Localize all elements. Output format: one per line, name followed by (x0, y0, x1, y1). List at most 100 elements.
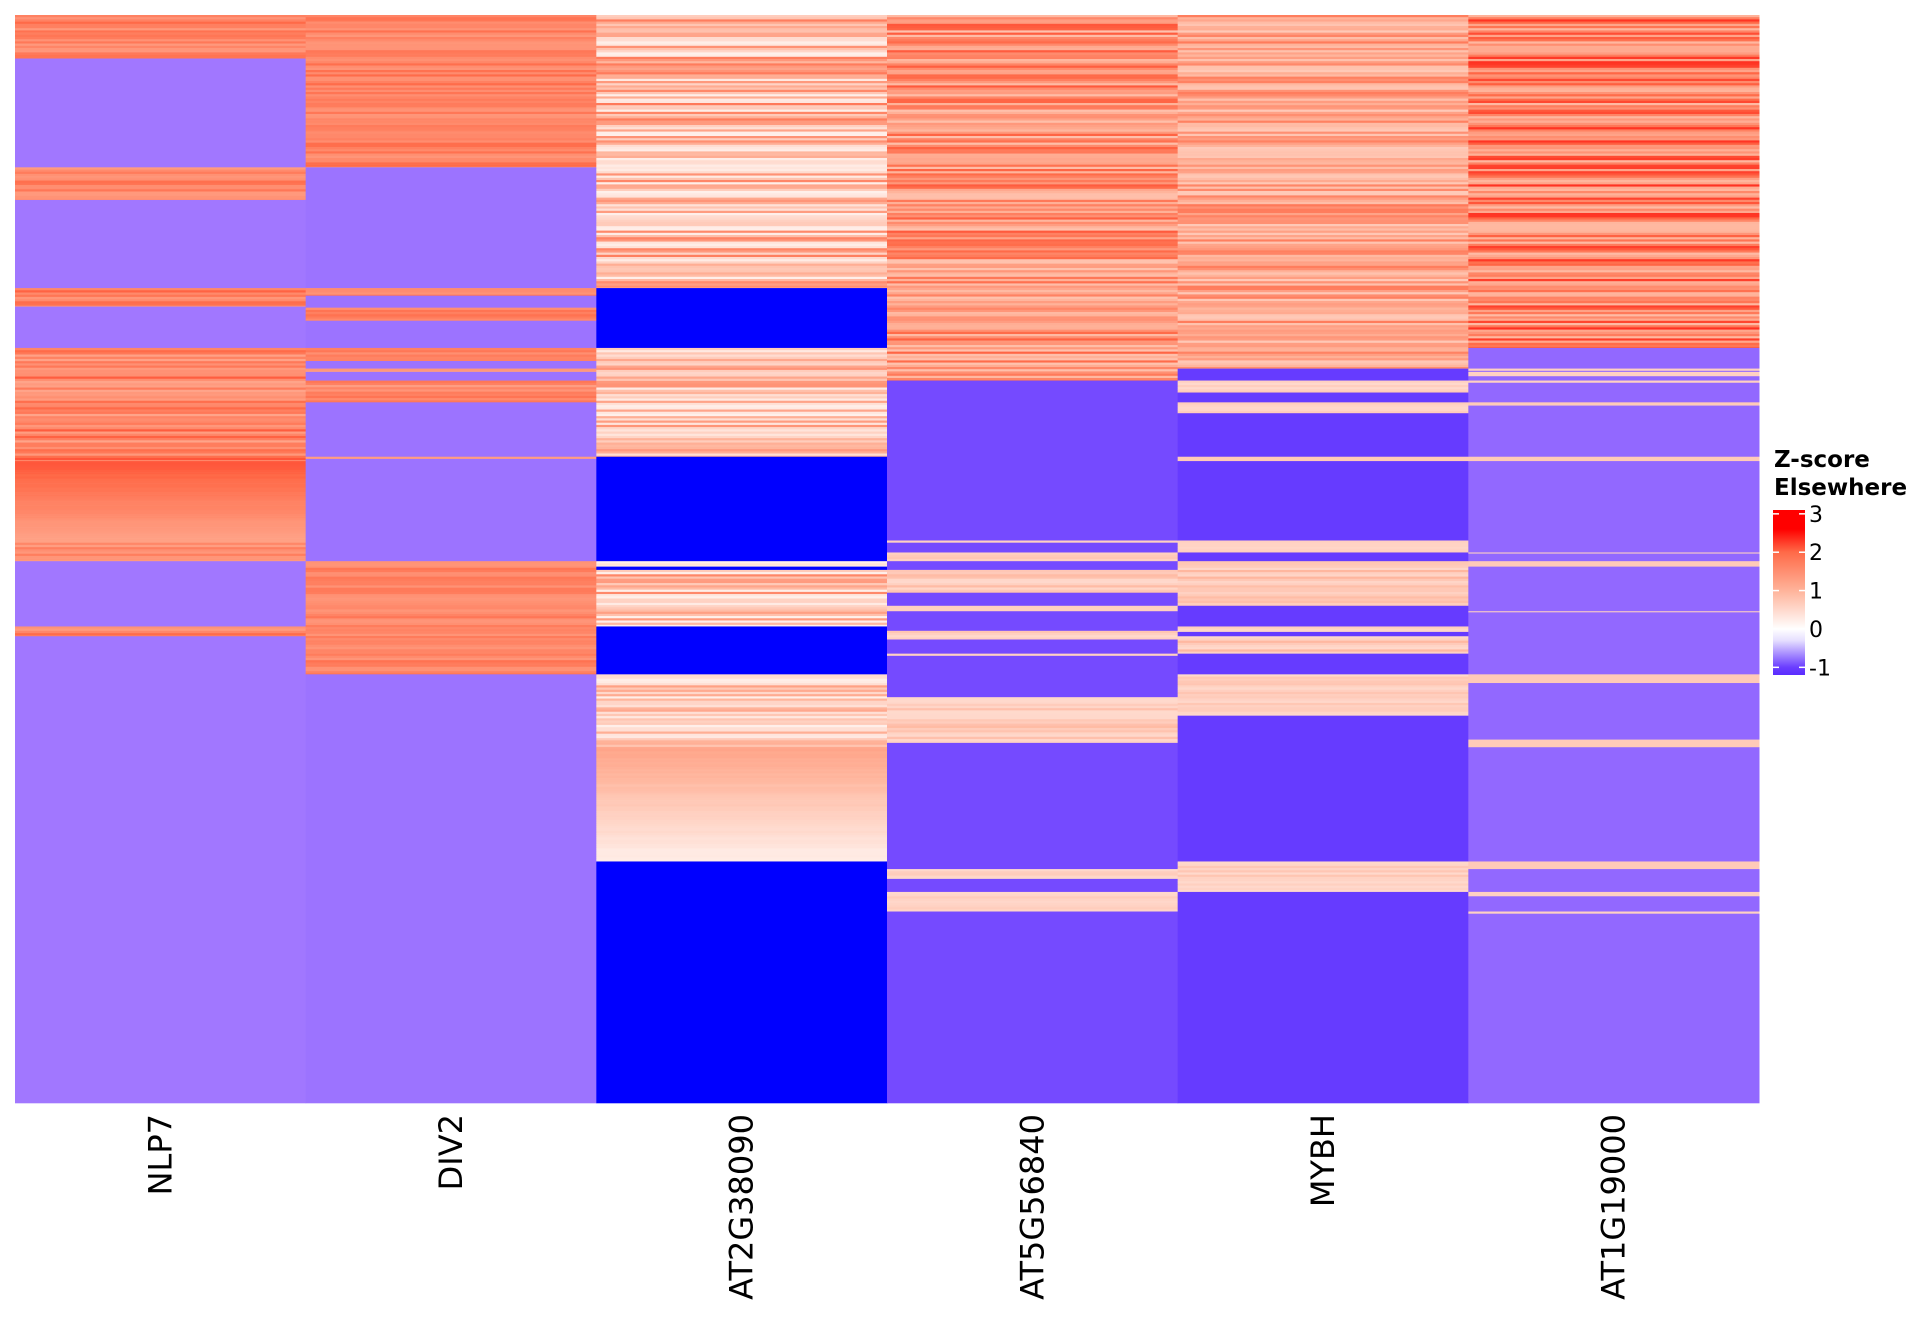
heatmap-cell (1468, 81, 1760, 84)
heatmap-cell (887, 263, 1179, 267)
heatmap-cell (15, 367, 307, 371)
heatmap-cell (1468, 59, 1760, 62)
heatmap-cell (887, 309, 1179, 313)
heatmap-cell (305, 393, 597, 397)
heatmap-cell (596, 166, 888, 170)
heatmap-cell (887, 909, 1179, 912)
heatmap-cell (305, 21, 597, 25)
column-label-at5g56840: AT5G56840 (1013, 1114, 1051, 1300)
heatmap-cell (887, 576, 1179, 579)
heatmap-cell (887, 188, 1179, 192)
heatmap-cell (596, 241, 888, 245)
heatmap-cell (887, 197, 1179, 201)
heatmap-cell (596, 678, 888, 682)
heatmap-cell (305, 391, 597, 395)
heatmap-cell (1177, 59, 1469, 62)
column-label-at1g19000: AT1G19000 (1595, 1114, 1633, 1300)
heatmap-cell (1177, 32, 1469, 36)
heatmap-cell (1177, 389, 1469, 392)
heatmap-cell (305, 15, 597, 18)
heatmap-cell (15, 385, 307, 388)
heatmap-cell (1177, 392, 1469, 403)
heatmap-cell (1177, 235, 1469, 238)
heatmap-cell (887, 100, 1179, 104)
heatmap-cell (15, 529, 307, 532)
heatmap-cell (887, 338, 1179, 341)
heatmap-cell (887, 210, 1179, 214)
heatmap-cell (1177, 413, 1469, 458)
heatmap-cell (596, 620, 888, 623)
heatmap-cell (1177, 105, 1469, 108)
heatmap-cell (596, 780, 888, 783)
heatmap-cell (887, 122, 1179, 126)
heatmap-cell (1177, 294, 1469, 297)
heatmap-cell (15, 391, 307, 395)
heatmap-cell (1177, 118, 1469, 121)
heatmap-cell (305, 37, 597, 40)
heatmap-cell (15, 518, 307, 521)
heatmap-cell (1468, 45, 1760, 49)
heatmap-cell (596, 589, 888, 593)
heatmap-cell (15, 502, 307, 506)
heatmap-cell (1177, 67, 1469, 71)
heatmap-cell (15, 350, 307, 353)
heatmap-cell (887, 23, 1179, 27)
heatmap-cell (305, 32, 597, 36)
heatmap-cell (887, 358, 1179, 361)
heatmap-cell (15, 378, 307, 382)
heatmap-cell (887, 891, 1179, 895)
heatmap-cell (1468, 19, 1760, 22)
heatmap-cell (596, 594, 888, 597)
heatmap-cell (15, 363, 307, 366)
heatmap-cell (1177, 631, 1469, 637)
heatmap-cell (15, 455, 307, 459)
heatmap-cell (15, 433, 307, 437)
heatmap-cell (15, 535, 307, 539)
heatmap-cell (15, 491, 307, 495)
heatmap-cell (596, 173, 888, 176)
heatmap-cell (15, 461, 307, 464)
heatmap-cell (305, 120, 597, 124)
heatmap-cell (305, 387, 597, 390)
legend-tick-label: 1 (1809, 580, 1823, 605)
heatmap-cell (887, 708, 1179, 711)
heatmap-cell (596, 43, 888, 47)
heatmap-cell (887, 239, 1179, 242)
heatmap-cell (15, 396, 307, 399)
heatmap-cell (1468, 180, 1760, 183)
heatmap-cell (596, 769, 888, 772)
heatmap-cell (1468, 144, 1760, 148)
heatmap-cell (887, 213, 1179, 216)
heatmap-cell (15, 420, 307, 424)
heatmap-cell (887, 556, 1179, 560)
heatmap-cell (887, 98, 1179, 102)
heatmap-cell (1468, 318, 1760, 322)
heatmap-cell (596, 846, 888, 849)
heatmap-cell (596, 129, 888, 132)
heatmap-cell (305, 142, 597, 146)
heatmap-cell (596, 180, 888, 183)
heatmap-cell (1177, 702, 1469, 706)
heatmap-cell (15, 54, 307, 58)
heatmap-cell (887, 569, 1179, 573)
heatmap-cell (1177, 188, 1469, 192)
heatmap-cell (1468, 197, 1760, 201)
heatmap-cell (887, 342, 1179, 346)
heatmap-cell (596, 587, 888, 590)
heatmap-cell (15, 56, 307, 59)
heatmap-cell (15, 494, 307, 497)
heatmap-cell (1468, 292, 1760, 295)
heatmap-cell (15, 487, 307, 490)
heatmap-cell (1468, 89, 1760, 93)
heatmap-cell (1177, 114, 1469, 117)
heatmap-cell (887, 252, 1179, 256)
heatmap-cell (596, 424, 888, 428)
heatmap-cell (887, 30, 1179, 33)
heatmap-cell (1177, 347, 1469, 350)
heatmap-cell (305, 591, 597, 595)
heatmap-cell (1468, 151, 1760, 154)
heatmap-cell (1468, 202, 1760, 205)
heatmap-cell (596, 607, 888, 610)
heatmap-cell (1177, 709, 1469, 713)
